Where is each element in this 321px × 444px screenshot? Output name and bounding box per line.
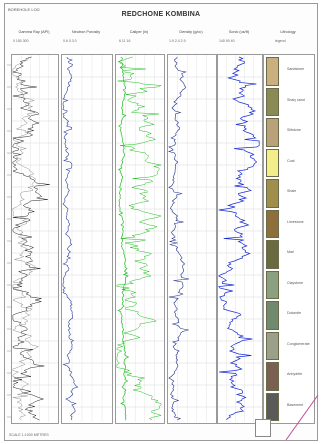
lithology-unit	[266, 331, 279, 360]
lithology-unit-label: Marl	[287, 250, 294, 255]
track-scale-caliper: 6 11 16	[119, 39, 131, 43]
lithology-unit	[266, 301, 279, 330]
lithology-unit	[266, 148, 279, 177]
lithology-subheader: legend	[275, 39, 286, 43]
track-scale-gamma: 0 150 300	[13, 39, 29, 43]
north-arrow-box	[255, 419, 271, 437]
lithology-unit	[266, 240, 279, 269]
track-header-sonic: Sonic (us/ft)	[228, 30, 250, 34]
lithology-unit-label: Shaly sand	[287, 97, 305, 102]
track-lithology: Sandstone Shaly sand Siltstone Coal Shale Lim…	[263, 54, 315, 424]
lithology-unit	[266, 179, 279, 208]
lithology-unit	[266, 57, 279, 86]
track-header-neutron: Neutron Porosity	[71, 30, 101, 34]
lithology-unit-label: Claystone	[287, 280, 303, 285]
track-scale-neutron: 0.6 0.3 0	[63, 39, 77, 43]
gamma-curve	[12, 56, 50, 421]
track-scale-sonic: 140 90 40	[219, 39, 235, 43]
track-sonic	[217, 54, 263, 424]
gamma-secondary-curve	[12, 56, 39, 421]
track-gamma	[11, 54, 59, 424]
log-sheet: BOREHOLE LOG REDCHONE KOMBINA Gamma Ray …	[4, 3, 318, 441]
lithology-unit	[266, 118, 279, 147]
track-header-density: Density (g/cc)	[179, 30, 203, 34]
sheet-id-label: BOREHOLE LOG	[8, 7, 40, 12]
lithology-unit-label: Shale	[287, 189, 297, 194]
caliper-detail-curve	[116, 56, 163, 421]
lithology-unit-label: Limestone	[287, 219, 304, 224]
log-curves	[7, 55, 262, 422]
lithology-unit	[266, 87, 279, 116]
density-curve	[167, 56, 190, 421]
track-header-caliper: Caliper (in)	[129, 30, 149, 34]
lithology-unit	[266, 362, 279, 391]
lithology-unit-label: Dolomite	[287, 311, 302, 316]
lithology-unit-label: Siltstone	[287, 128, 301, 133]
lithology-unit-label: Anhydrite	[287, 372, 303, 377]
lithology-unit	[266, 392, 279, 421]
sonic-curve	[218, 56, 260, 421]
neutron-curve	[62, 56, 79, 421]
lithology-unit-label: Sandstone	[287, 67, 305, 72]
lithology-unit	[266, 209, 279, 238]
track-neutron	[61, 54, 113, 424]
lithology-unit	[266, 270, 279, 299]
track-scale-density: 1.9 2.4 2.9	[169, 39, 186, 43]
track-header-gamma: Gamma Ray (API)	[18, 30, 50, 34]
lithology-unit-label: Conglomerate	[287, 341, 310, 346]
page-title: REDCHONE KOMBINA	[121, 11, 201, 18]
lithology-unit-label: Coal	[287, 158, 295, 163]
track-caliper	[115, 54, 165, 424]
track-header-lithology: Lithology	[280, 30, 296, 34]
scale-footer: SCALE 1:1000 METRES	[9, 433, 49, 437]
